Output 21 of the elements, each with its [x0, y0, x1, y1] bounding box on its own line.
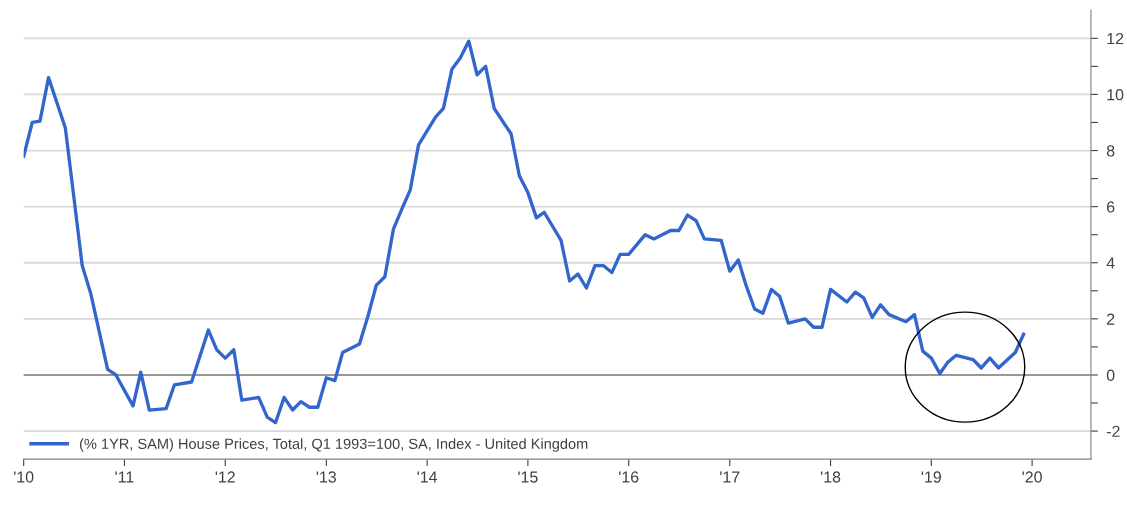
y-tick-label: 0	[1106, 369, 1115, 381]
y-tick-label: 10	[1107, 89, 1124, 101]
line-series	[23, 39, 1026, 425]
x-tick-label: '11	[115, 471, 134, 483]
x-tick-label: '17	[720, 471, 740, 483]
x-tick-label: '10	[14, 471, 34, 483]
x-tick-label: '19	[921, 471, 941, 483]
y-tick-label: -2	[1106, 425, 1120, 437]
x-tick-label: '16	[619, 471, 639, 483]
x-tick-label: '15	[518, 471, 538, 483]
y-tick-label: 2	[1107, 313, 1115, 325]
x-tick-label: '12	[215, 471, 235, 483]
y-tick-label: 8	[1106, 145, 1115, 157]
x-tick-label: '20	[1022, 471, 1042, 483]
x-tick-label: '14	[417, 471, 438, 483]
legend-label: (% 1YR, SAM) House Prices, Total, Q1 1993=100, SA, Index - United Kingdom	[79, 438, 588, 452]
y-tick-label: 12	[1107, 32, 1124, 45]
y-tick-label: 6	[1107, 201, 1115, 213]
y-tick-label: 4	[1106, 257, 1115, 269]
x-tick-label: '18	[820, 471, 841, 483]
x-tick-label: '13	[316, 471, 337, 483]
